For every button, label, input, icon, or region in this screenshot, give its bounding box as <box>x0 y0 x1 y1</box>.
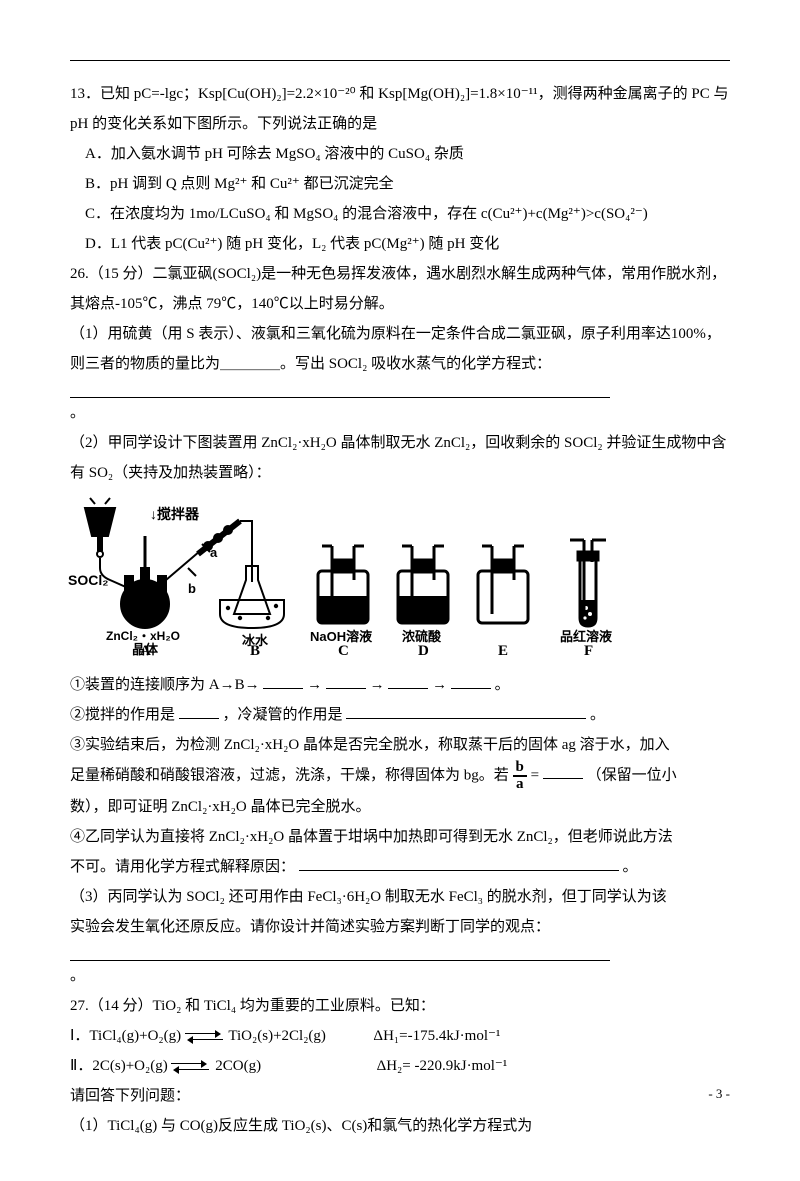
arrow: → <box>432 677 447 693</box>
q13-D: D．L1 代表 pC(Cu²⁺) 随 pH 变化，L₂ 代表 pC(Mg²⁺) … <box>70 229 730 259</box>
page-number: - 3 - <box>708 1086 730 1102</box>
arrow: → <box>307 677 322 693</box>
period: 。 <box>70 968 85 984</box>
q26-s4a: ④乙同学认为直接将 ZnCl₂·xH₂O 晶体置于坩埚中加热即可得到无水 ZnC… <box>70 822 730 852</box>
eq1r: TiO₂(s)+2Cl₂(g) <box>228 1028 326 1044</box>
frac-num: b <box>513 760 527 777</box>
q26-s3a: ③实验结束后，为检测 ZnCl₂·xH₂O 晶体是否完全脱水，称取蒸干后的固体 … <box>70 730 730 760</box>
q26-p1: （1）用硫黄（用 S 表示）、液氯和三氧化硫为原料在一定条件合成二氯亚砜，原子利… <box>70 319 730 379</box>
q27-eq1: Ⅰ．TiCl₄(g)+O₂(g) TiO₂(s)+2Cl₂(g) ΔH₁=-17… <box>70 1021 730 1051</box>
q26-s2a: ②搅拌的作用是 <box>70 707 175 723</box>
page-content: 13．已知 pC=-lgc；Ksp[Cu(OH)₂]=2.2×10⁻²⁰ 和 K… <box>0 0 800 1181</box>
label-socl2: SOCl₂ <box>68 566 108 594</box>
eq1l: Ⅰ．TiCl₄(g)+O₂(g) <box>70 1028 185 1044</box>
period: 。 <box>495 677 510 693</box>
q27-ask: 请回答下列问题： <box>70 1081 730 1111</box>
q26-s1: ①装置的连接顺序为 A→B→ → → → 。 <box>70 670 730 700</box>
label-stirrer: ↓搅拌器 <box>150 500 199 528</box>
label-a: a <box>210 540 217 566</box>
equilibrium-arrow-icon <box>185 1032 225 1042</box>
q26-s3e: 数），即可证明 ZnCl₂·xH₂O 晶体已完全脱水。 <box>70 792 730 822</box>
q13-stem: 13．已知 pC=-lgc；Ksp[Cu(OH)₂]=2.2×10⁻²⁰ 和 K… <box>70 79 730 139</box>
fraction-b-a: b a <box>513 760 527 792</box>
q26-s3b: 足量稀硝酸和硝酸银溶液，过滤，洗涤，干燥，称得固体为 bg。若 <box>70 767 509 783</box>
equals: = <box>531 767 539 783</box>
q27-eq2: Ⅱ．2C(s)+O₂(g) 2CO(g) ΔH₂= -220.9kJ·mol⁻¹ <box>70 1051 730 1081</box>
eq2l: Ⅱ．2C(s)+O₂(g) <box>70 1058 171 1074</box>
dh2: ΔH₂= -220.9kJ·mol⁻¹ <box>377 1058 508 1074</box>
q27-stem: 27.（14 分）TiO₂ 和 TiCl₄ 均为重要的工业原料。已知： <box>70 991 730 1021</box>
blank <box>299 855 619 871</box>
q26-s2b: ，冷凝管的作用是 <box>223 707 343 723</box>
q26-blank-eq <box>70 379 610 398</box>
label-b: b <box>188 576 196 602</box>
blank <box>179 703 219 719</box>
q26-p3a: （3）丙同学认为 SOCl₂ 还可用作由 FeCl₃·6H₂O 制取无水 FeC… <box>70 882 730 912</box>
arrow: → <box>370 677 385 693</box>
frac-den: a <box>513 777 527 792</box>
q26-s1-text: ①装置的连接顺序为 A→B→ <box>70 677 260 693</box>
apparatus-diagram: ↓搅拌器 SOCl₂ ZnCl₂・xH₂O 晶体 冰水 a b NaOH溶液 浓… <box>70 496 630 656</box>
dh1: ΔH₁=-175.4kJ·mol⁻¹ <box>373 1028 500 1044</box>
blank <box>451 673 491 689</box>
letter-C: C <box>338 636 349 666</box>
blank <box>543 763 583 779</box>
q13-A: A．加入氨水调节 pH 可除去 MgSO₄ 溶液中的 CuSO₄ 杂质 <box>70 139 730 169</box>
period: 。 <box>70 405 85 421</box>
q26-p2: （2）甲同学设计下图装置用 ZnCl₂·xH₂O 晶体制取无水 ZnCl₂，回收… <box>70 428 730 488</box>
q26-s4b-row: 不可。请用化学方程式解释原因： 。 <box>70 852 730 882</box>
eq2r: 2CO(g) <box>215 1058 261 1074</box>
blank-long <box>70 942 610 961</box>
equilibrium-arrow-icon <box>171 1062 211 1072</box>
letter-A: A <box>140 636 151 666</box>
blank <box>326 673 366 689</box>
q26-s3d: （保留一位小 <box>587 767 677 783</box>
period: 。 <box>623 859 638 875</box>
letter-F: F <box>584 636 593 666</box>
q26-s3b-row: 足量稀硝酸和硝酸银溶液，过滤，洗涤，干燥，称得固体为 bg。若 b a = （保… <box>70 760 730 792</box>
letter-D: D <box>418 636 429 666</box>
q13-B: B．pH 调到 Q 点则 Mg²⁺ 和 Cu²⁺ 都已沉淀完全 <box>70 169 730 199</box>
q13-C: C．在浓度均为 1mo/LCuSO₄ 和 MgSO₄ 的混合溶液中，存在 c(C… <box>70 199 730 229</box>
blank <box>263 673 303 689</box>
top-border <box>70 60 730 61</box>
q26-p3b: 实验会发生氧化还原反应。请你设计并简述实验方案判断丁同学的观点： <box>70 912 730 942</box>
period: 。 <box>590 707 605 723</box>
letter-E: E <box>498 636 508 666</box>
q26-stem: 26.（15 分）二氯亚砜(SOCl₂)是一种无色易挥发液体，遇水剧烈水解生成两… <box>70 259 730 319</box>
letter-B: B <box>250 636 260 666</box>
blank <box>346 703 586 719</box>
q26-s4b: 不可。请用化学方程式解释原因： <box>70 859 295 875</box>
q26-s2: ②搅拌的作用是 ，冷凝管的作用是 。 <box>70 700 730 730</box>
blank <box>388 673 428 689</box>
q27-p1: （1）TiCl₄(g) 与 CO(g)反应生成 TiO₂(s)、C(s)和氯气的… <box>70 1111 730 1141</box>
